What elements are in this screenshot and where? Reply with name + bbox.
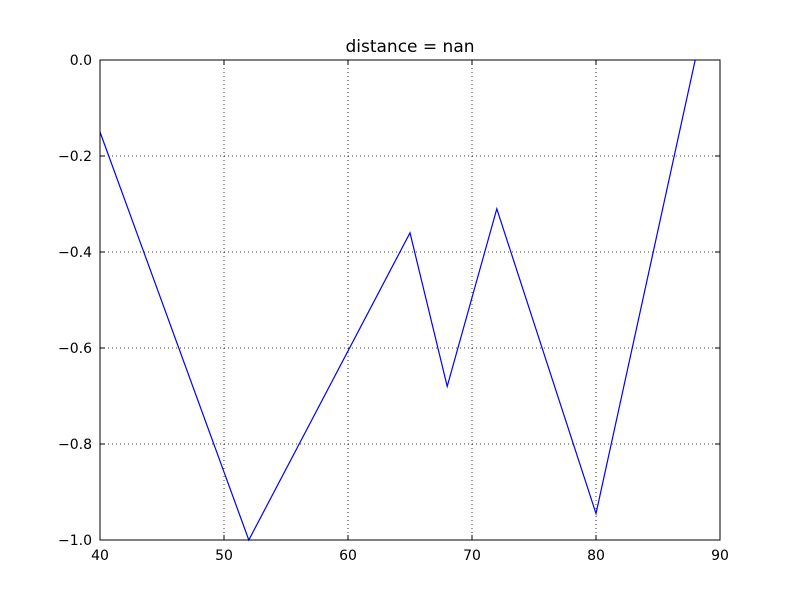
x-tick-label: 60 — [339, 548, 357, 564]
x-tick-label: 70 — [463, 548, 481, 564]
plot-frame — [99, 59, 721, 541]
y-tick-label: −0.6 — [58, 341, 92, 357]
x-tick-label: 80 — [587, 548, 605, 564]
y-tick-label: −0.4 — [58, 245, 92, 261]
chart-title: distance = nan — [345, 37, 474, 57]
y-tick-label: −0.8 — [58, 437, 92, 453]
x-tick-label: 40 — [91, 548, 109, 564]
y-tick-label: −1.0 — [58, 533, 92, 549]
y-tick-label: −0.2 — [58, 149, 92, 165]
x-tick-label: 90 — [711, 548, 729, 564]
x-tick-label: 50 — [215, 548, 233, 564]
tick-layer: 40 50 60 70 80 90 0.0 −0.2 −0.4 −0.6 −0.8 −1.0 — [58, 53, 729, 564]
y-tick-label: 0.0 — [70, 53, 92, 69]
